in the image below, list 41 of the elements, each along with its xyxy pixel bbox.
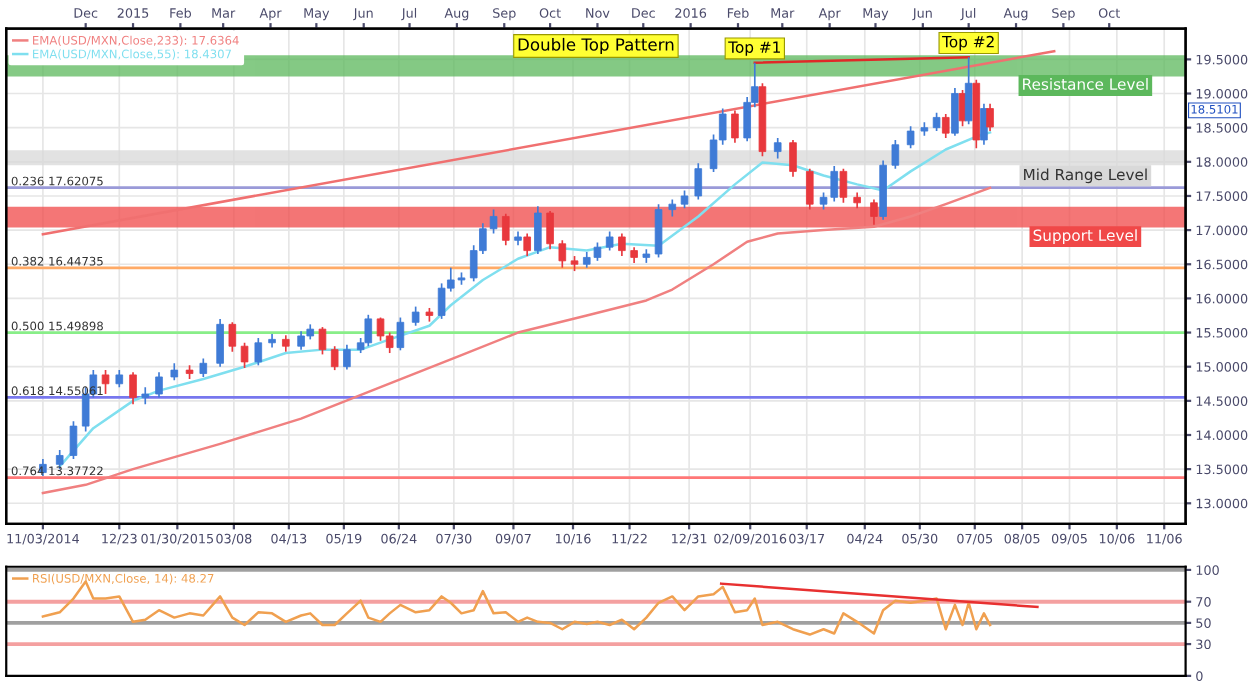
candlestick xyxy=(964,56,973,126)
candlestick xyxy=(318,326,327,356)
candlestick xyxy=(411,305,420,327)
annotation: Double Top Pattern xyxy=(518,37,674,55)
candlestick xyxy=(216,318,224,368)
candlestick xyxy=(694,162,703,201)
candlestick xyxy=(773,137,782,160)
candlestick xyxy=(228,321,237,353)
candlestick xyxy=(789,139,797,178)
candlestick xyxy=(155,371,163,399)
candlestick xyxy=(546,210,554,251)
candlestick xyxy=(364,313,373,348)
candlestick xyxy=(731,109,739,144)
candlestick xyxy=(618,232,626,257)
candlestick xyxy=(101,369,110,395)
candlestick xyxy=(254,337,263,367)
candlestick xyxy=(951,87,959,137)
candlestick xyxy=(199,357,208,378)
candlestick xyxy=(605,230,614,252)
candlestick xyxy=(932,111,941,132)
candlestick xyxy=(980,102,988,146)
candlestick xyxy=(55,449,64,470)
candlestick xyxy=(986,102,994,132)
candlestick xyxy=(534,205,542,255)
candlestick xyxy=(330,345,339,371)
candlestick xyxy=(129,371,137,406)
candlestick xyxy=(502,212,510,246)
candlestick xyxy=(523,232,531,257)
candlestick xyxy=(906,125,915,149)
candlestick xyxy=(654,203,663,259)
candlestick xyxy=(558,239,567,269)
candlestick xyxy=(839,167,848,204)
candlestick xyxy=(891,139,900,170)
line-series xyxy=(41,186,992,495)
candlestick xyxy=(240,341,249,369)
candlestick xyxy=(806,167,814,211)
candlestick xyxy=(870,198,878,226)
candlestick xyxy=(343,344,351,371)
candlestick xyxy=(941,113,950,139)
candlestick xyxy=(69,420,78,460)
candlestick xyxy=(396,316,405,352)
